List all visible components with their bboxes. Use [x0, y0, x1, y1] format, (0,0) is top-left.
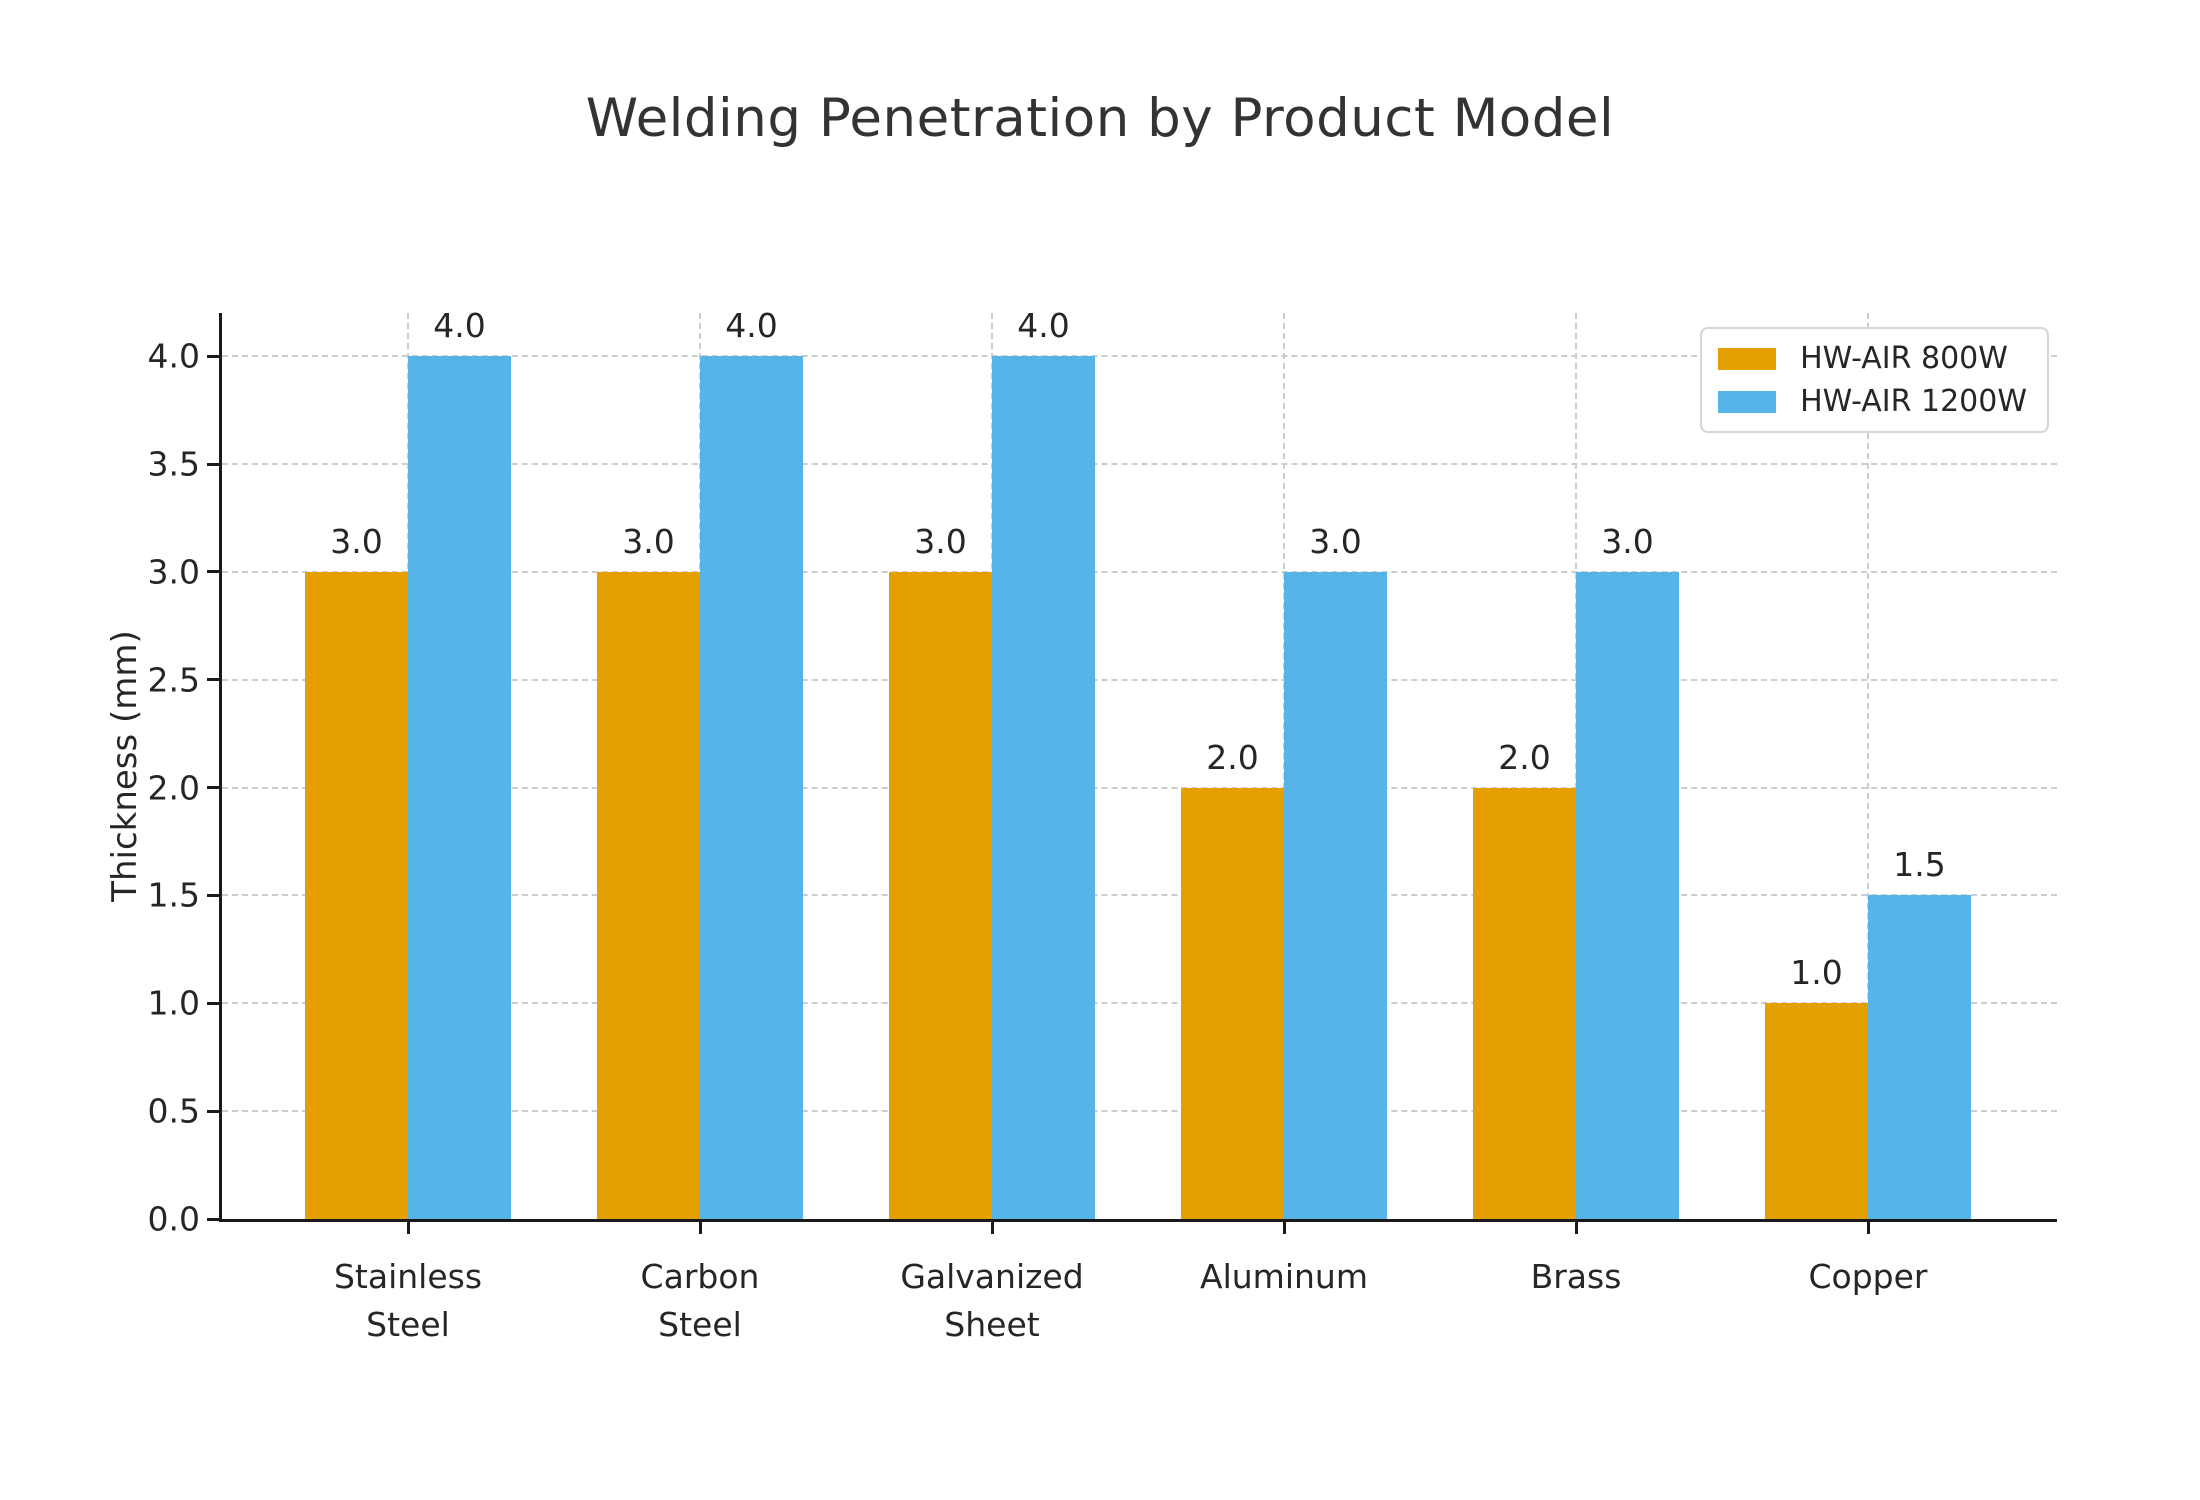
- legend-item: HW-AIR 1200W: [1718, 385, 2027, 418]
- bar-value-label: 2.0: [1498, 737, 1551, 777]
- y-tick-mark: [207, 893, 219, 897]
- y-tick-mark: [207, 786, 219, 790]
- y-tick-mark: [207, 1001, 219, 1005]
- y-tick-label: 2.5: [147, 660, 200, 700]
- bar-value-label: 2.0: [1206, 737, 1259, 777]
- x-gridline: [1867, 313, 1869, 1219]
- bar-hw-air-1200w: [1576, 571, 1679, 1219]
- y-tick-mark: [207, 678, 219, 682]
- bar-value-label: 3.0: [1309, 521, 1362, 561]
- legend-label: HW-AIR 1200W: [1800, 384, 2027, 419]
- y-gridline: [222, 570, 2057, 573]
- ticks-layer: 0.0 0.5 1.0 1.5 2.0 2.5 3.0 3.5 4.0 Stainless Stee…: [148, 313, 2057, 1344]
- y-tick-mark: [207, 570, 219, 574]
- x-tick-mark: [1574, 1222, 1578, 1234]
- x-tick-label-carbon-steel: Carbon Steel: [640, 1257, 760, 1344]
- y-tick-label: 1.5: [147, 875, 200, 915]
- x-tick-label-brass: Brass: [1530, 1257, 1622, 1296]
- bar-hw-air-800w: [889, 571, 992, 1219]
- bar-hw-air-800w: [1473, 787, 1576, 1219]
- y-axis-line: [219, 313, 222, 1222]
- legend-swatch: [1718, 390, 1777, 413]
- bar-hw-air-1200w: [1284, 571, 1387, 1219]
- x-tick-mark: [406, 1222, 410, 1234]
- chart-title: Welding Penetration by Product Model: [585, 88, 1615, 149]
- y-axis-title: Thickness (mm): [105, 630, 145, 902]
- y-tick-label: 3.0: [147, 552, 200, 592]
- bar-hw-air-800w: [1765, 1003, 1868, 1219]
- x-tick-label-galvanized-sheet: Galvanized Sheet: [900, 1257, 1084, 1344]
- x-tick-label-aluminum: Aluminum: [1200, 1257, 1368, 1296]
- y-gridline: [222, 463, 2057, 465]
- bar-hw-air-800w: [305, 571, 408, 1219]
- y-tick-mark: [207, 1109, 219, 1113]
- bar-value-label: 4.0: [1017, 306, 1070, 346]
- x-axis-line: [219, 1219, 2057, 1222]
- y-tick-label: 3.5: [147, 444, 200, 484]
- y-tick-label: 0.0: [147, 1199, 200, 1239]
- legend-item: HW-AIR 800W: [1718, 342, 2027, 375]
- bar-value-label: 4.0: [433, 306, 486, 346]
- y-gridline: [222, 1110, 2057, 1113]
- legend-swatch: [1718, 347, 1777, 370]
- y-tick-label: 2.0: [147, 768, 200, 808]
- y-tick-mark: [207, 1217, 219, 1221]
- y-gridline: [222, 355, 2057, 358]
- legend-label: HW-AIR 800W: [1800, 341, 2008, 376]
- x-tick-label-stainless-steel: Stainless Steel: [333, 1257, 483, 1344]
- y-tick-mark: [207, 354, 219, 358]
- x-tick-mark: [1282, 1222, 1286, 1234]
- bar-hw-air-800w: [1181, 787, 1284, 1219]
- x-tick-mark: [1866, 1222, 1870, 1234]
- bar-hw-air-1200w: [1868, 895, 1971, 1219]
- legend: HW-AIR 800W HW-AIR 1200W: [1700, 327, 2049, 433]
- y-gridline: [222, 894, 2057, 897]
- x-tick-mark: [990, 1222, 994, 1234]
- y-tick-mark: [207, 462, 219, 466]
- y-gridline: [222, 678, 2057, 681]
- y-tick-label: 1.0: [147, 983, 200, 1023]
- bar-value-label: 3.0: [330, 521, 383, 561]
- bar-value-label: 1.0: [1790, 953, 1843, 993]
- bar-value-label: 3.0: [914, 521, 967, 561]
- x-tick-mark: [698, 1222, 702, 1234]
- y-tick-label: 4.0: [147, 336, 200, 376]
- bar-hw-air-1200w: [408, 356, 511, 1219]
- y-gridline: [222, 786, 2057, 789]
- bar-hw-air-1200w: [992, 356, 1095, 1219]
- bar-value-label: 4.0: [725, 306, 778, 346]
- bar-hw-air-1200w: [700, 356, 803, 1219]
- plot-area: 3.0 4.0 3.0 4.0 3.0 4.0 2.0 3.0 2.0 3.0 1.0 1.5 0.0…: [148, 309, 2057, 1344]
- y-tick-label: 0.5: [147, 1091, 200, 1131]
- bar-value-label: 3.0: [1601, 521, 1654, 561]
- y-gridline: [222, 1002, 2057, 1005]
- bar-value-label: 3.0: [622, 521, 675, 561]
- bar-value-label: 1.5: [1893, 845, 1946, 885]
- bars-layer: 3.0 4.0 3.0 4.0 3.0 4.0 2.0 3.0 2.0 3.0 1.0 1.5: [222, 309, 2057, 1219]
- x-tick-label-copper: Copper: [1808, 1257, 1928, 1296]
- bar-hw-air-800w: [597, 571, 700, 1219]
